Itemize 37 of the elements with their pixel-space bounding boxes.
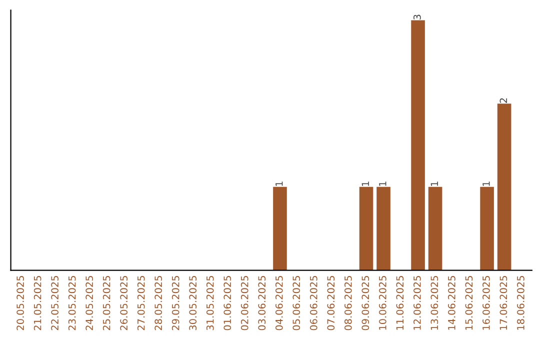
x-tick-label: 30.05.2025 (189, 276, 197, 330)
x-tick-label: 25.05.2025 (102, 276, 110, 330)
x-tick-label: 02.06.2025 (240, 276, 248, 330)
data-label: 1 (379, 182, 386, 186)
x-tick-label: 24.05.2025 (86, 276, 93, 330)
x-tick-label: 17.06.2025 (500, 276, 508, 330)
x-tick-label: 20.05.2025 (16, 276, 24, 330)
data-label: 1 (430, 182, 438, 186)
x-tick-label: 13.06.2025 (430, 276, 438, 330)
data-label: 1 (276, 182, 283, 186)
x-tick-label: 10.06.2025 (378, 276, 386, 330)
x-tick-label: 09.06.2025 (362, 276, 370, 330)
x-tick-label: 15.06.2025 (465, 276, 473, 330)
x-tick-label: 28.05.2025 (154, 276, 162, 330)
data-label: 1 (362, 182, 369, 186)
x-tick-label: 23.05.2025 (68, 276, 76, 330)
x-tick-label: 21.05.2025 (34, 276, 42, 330)
x-tick-label: 03.06.2025 (258, 276, 266, 330)
data-label: 2 (500, 98, 507, 103)
x-tick-label: 18.06.2025 (517, 276, 524, 330)
x-tick-label: 26.05.2025 (120, 276, 128, 330)
x-tick-label: 27.05.2025 (137, 276, 145, 330)
data-label: 1 (482, 182, 490, 186)
x-tick-label: 04.06.2025 (275, 276, 283, 330)
x-tick-label: 07.06.2025 (327, 276, 335, 330)
x-tick-label: 16.06.2025 (482, 276, 490, 330)
x-tick-label: 05.06.2025 (292, 276, 300, 330)
x-tick-label: 11.06.2025 (396, 276, 404, 330)
x-tick-label: 31.05.2025 (206, 276, 214, 330)
x-tick-label: 22.05.2025 (51, 276, 58, 330)
x-tick-label: 14.06.2025 (448, 276, 456, 330)
x-tick-label: 12.06.2025 (413, 276, 421, 330)
data-label: 3 (413, 14, 421, 20)
x-tick-label: 08.06.2025 (344, 276, 352, 330)
x-tick-label: 29.05.2025 (172, 276, 180, 330)
x-tick-label: 06.06.2025 (310, 276, 318, 330)
x-tick-label: 01.06.2025 (224, 276, 232, 330)
